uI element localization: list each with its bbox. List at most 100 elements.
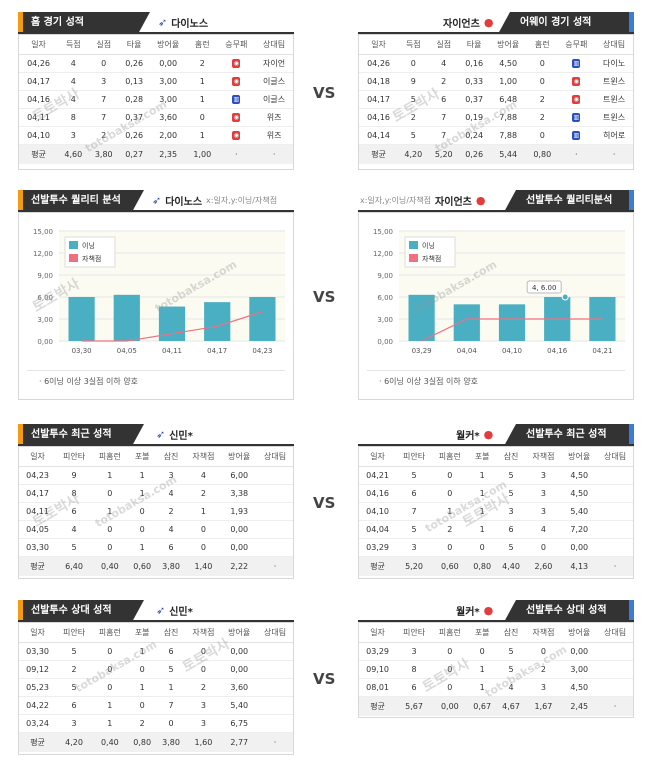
table-cell: 1: [467, 466, 497, 485]
result-cell: L◉: [217, 72, 256, 91]
result-cell: L◉: [557, 72, 596, 91]
table-cell: 3: [396, 642, 432, 661]
table-cell: 04,11: [19, 108, 59, 127]
table-cell: 1: [467, 520, 497, 539]
table-header-row: 일자 피안타 피홈런 포볼 삼진 자책점 방어율 상대팀: [359, 447, 633, 467]
table-cell: 1: [91, 466, 128, 485]
table-cell: 5,40: [561, 502, 598, 521]
recent-right-table: 일자 피안타 피홈런 포볼 삼진 자책점 방어율 상대팀 04,21 5 0 1 5 3 4,50 04,16…: [359, 447, 633, 576]
table-cell: 04,26: [359, 54, 399, 73]
table-row: 04,23 9 1 1 3 4 6,00: [19, 466, 293, 485]
table-row: 04,17 8 0 1 4 2 3,38: [19, 484, 293, 503]
table-row: 03,29 3 0 0 5 0 0,00: [359, 642, 633, 661]
table-cell: 3,38: [221, 484, 258, 503]
table-cell: 0,33: [458, 72, 490, 91]
average-cell: 0,67: [467, 696, 497, 716]
vs-right-section: 월커* ● 선발투수 상대 성적 일자 피안타 피홈런 포볼 삼진 자책점 방어율 상대팀 03,…: [358, 600, 634, 718]
column-header: 삼진: [496, 447, 526, 467]
table-cell: 0,00: [221, 538, 258, 557]
table-cell: 5: [56, 538, 92, 557]
x-tick-label: 04,11: [162, 347, 182, 355]
table-cell: 1: [187, 90, 218, 109]
column-header: 방어율: [561, 623, 598, 643]
average-cell: 1,00: [187, 144, 218, 164]
column-header: 타율: [118, 35, 150, 55]
column-header: 자책점: [185, 623, 222, 643]
table-cell: 2: [185, 678, 222, 697]
table-cell: 5: [496, 642, 526, 661]
average-cell: 4,20: [56, 732, 92, 752]
average-cell: 4,67: [496, 696, 526, 716]
dinos-logo-icon: ➶: [158, 16, 168, 29]
average-cell: 평균: [19, 556, 57, 576]
home-record-title: 홈 경기 성적: [18, 12, 150, 34]
result-badge: W▥: [232, 95, 241, 104]
table-cell: 0,19: [458, 108, 490, 127]
table-cell: 9: [56, 466, 92, 485]
result-cell: L◉: [217, 108, 256, 127]
away-record-title: 어웨이 경기 성적: [498, 12, 634, 34]
table-cell: 04,26: [19, 54, 59, 73]
table-cell: 0: [91, 520, 128, 539]
column-header: 피안타: [56, 447, 92, 467]
table-cell: 2: [88, 126, 119, 145]
y-tick-label: 6,00: [377, 294, 393, 302]
table-cell: 2: [431, 520, 468, 539]
column-header: 자책점: [525, 623, 562, 643]
table-cell: 03,30: [19, 642, 57, 661]
average-cell: 2,60: [525, 556, 562, 576]
legend-swatch-inning: [69, 241, 78, 249]
vs-right-pitcher: 월커* ●: [456, 604, 494, 618]
table-cell: 6: [496, 520, 526, 539]
table-cell: 3: [88, 72, 119, 91]
table-cell: 0,16: [458, 54, 490, 73]
table-cell: 4: [58, 90, 89, 109]
average-cell: ·: [257, 732, 293, 752]
y-tick-label: 0,00: [377, 338, 393, 346]
legend-label: 이닝: [82, 241, 95, 250]
table-cell: 3: [185, 696, 222, 715]
table-cell: [597, 466, 633, 485]
table-cell: 0,37: [118, 108, 150, 127]
column-header: 피안타: [396, 447, 432, 467]
table-cell: 0: [431, 660, 468, 679]
away-record-header: 자이언츠 ● 어웨이 경기 성적: [358, 12, 634, 34]
column-header: 상대팀: [257, 447, 293, 467]
tooltip-dot: [561, 293, 569, 301]
table-cell: 6: [56, 696, 92, 715]
vs-left-table: 일자 피안타 피홈런 포볼 삼진 자책점 방어율 상대팀 03,30 5 0 1 6 0 0,00 09,12…: [19, 623, 293, 752]
table-row: 09,12 2 0 0 5 0 0,00: [19, 660, 293, 679]
table-cell: 3: [496, 502, 526, 521]
column-header: 포볼: [127, 447, 157, 467]
home-record-table: 일자득점실점타율방어율홈런승무패상대팀04,26400,260,002L◉자이언…: [19, 35, 293, 164]
x-tick-label: 03,30: [72, 347, 92, 355]
away-record-table: 일자득점실점타율방어율홈런승무패상대팀04,26040,164,500W▥다이노…: [359, 35, 633, 164]
vs-left-section: 선발투수 상대 성적 ➶ 신민* 일자 피안타 피홈런 포볼 삼진 자책점 방어율 상대팀 03,…: [18, 600, 294, 755]
table-cell: 0: [91, 484, 128, 503]
table-cell: 0,00: [561, 642, 598, 661]
table-cell: 3: [525, 678, 562, 697]
average-cell: ·: [255, 144, 293, 164]
table-cell: [597, 502, 633, 521]
column-header: 실점: [428, 35, 459, 55]
table-cell: 08,01: [359, 678, 397, 697]
table-row: 04,22 6 1 0 7 3 5,40: [19, 696, 293, 715]
y-tick-label: 12,00: [373, 250, 393, 258]
vs-right-title: 선발투수 상대 성적: [504, 600, 634, 622]
table-cell: [597, 678, 633, 697]
table-cell: [597, 484, 633, 503]
table-cell: 04,22: [19, 696, 57, 715]
table-cell: 3,00: [149, 90, 188, 109]
dinos-logo-icon: ➶: [152, 194, 162, 207]
table-cell: [257, 520, 293, 539]
column-header: 피홈런: [431, 447, 468, 467]
table-cell: 4: [156, 520, 186, 539]
column-header: 상대팀: [595, 35, 633, 55]
table-cell: 0: [467, 642, 497, 661]
column-header: 방어율: [489, 35, 528, 55]
table-cell: 4: [58, 72, 89, 91]
result-badge: L◉: [232, 131, 241, 140]
